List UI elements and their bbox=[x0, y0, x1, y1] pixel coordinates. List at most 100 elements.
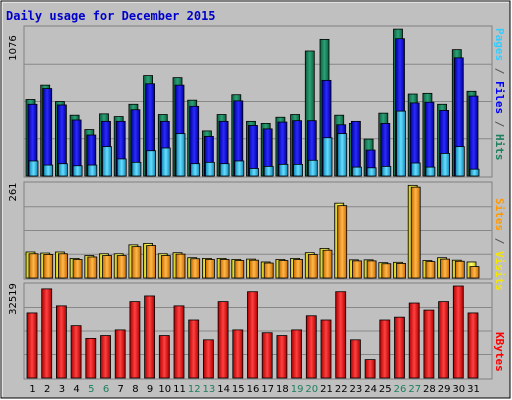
bar-sites-day-1 bbox=[28, 253, 39, 279]
bar-sites-day-10 bbox=[160, 255, 171, 279]
bar-pages-day-15 bbox=[234, 160, 245, 177]
bar-sites-day-6 bbox=[102, 255, 112, 279]
bar-pages-day-17 bbox=[263, 166, 274, 177]
bar-kbytes-day-13 bbox=[202, 339, 214, 379]
day-label-14: 14 bbox=[217, 384, 230, 395]
bar-kbytes-day-3 bbox=[56, 305, 67, 379]
bar-kbytes-day-2 bbox=[41, 288, 53, 379]
bar-pages-day-14 bbox=[219, 163, 230, 177]
day-label-25: 25 bbox=[379, 384, 392, 395]
bar-kbytes-day-11 bbox=[173, 305, 185, 379]
bar-kbytes-day-22 bbox=[335, 291, 347, 379]
bar-sites-day-2 bbox=[43, 254, 54, 279]
day-label-7: 7 bbox=[118, 384, 124, 395]
bar-kbytes-day-25 bbox=[379, 319, 391, 379]
day-label-31: 31 bbox=[467, 384, 480, 395]
day-label-17: 17 bbox=[261, 384, 274, 395]
day-label-12: 12 bbox=[188, 384, 201, 395]
bar-kbytes-day-31 bbox=[467, 312, 479, 379]
bar-sites-day-22 bbox=[337, 205, 348, 279]
visits-ymax-label: 261 bbox=[8, 182, 19, 201]
day-label-18: 18 bbox=[276, 384, 289, 395]
day-label-9: 9 bbox=[147, 384, 153, 395]
day-label-15: 15 bbox=[232, 384, 245, 395]
bar-sites-day-4 bbox=[72, 259, 83, 279]
bar-pages-day-7 bbox=[116, 158, 127, 177]
bar-pages-day-18 bbox=[278, 163, 289, 177]
bar-sites-day-14 bbox=[219, 259, 230, 279]
day-label-16: 16 bbox=[247, 384, 260, 395]
bar-sites-day-30 bbox=[454, 260, 465, 279]
day-label-19: 19 bbox=[291, 384, 304, 395]
bar-pages-day-1 bbox=[28, 160, 39, 177]
bar-pages-day-6 bbox=[102, 146, 112, 177]
bar-sites-day-12 bbox=[190, 258, 201, 279]
bar-pages-day-19 bbox=[293, 163, 304, 177]
day-label-30: 30 bbox=[452, 384, 465, 395]
bar-pages-day-28 bbox=[425, 166, 436, 177]
legend-sep-2: / bbox=[493, 114, 506, 134]
bar-pages-day-9 bbox=[146, 150, 157, 177]
day-label-24: 24 bbox=[364, 384, 377, 395]
bar-files-day-31 bbox=[468, 95, 479, 177]
bar-kbytes-day-18 bbox=[276, 335, 288, 379]
hits-ymax-label: 1076 bbox=[8, 35, 19, 60]
bar-kbytes-day-26 bbox=[394, 316, 405, 379]
bar-kbytes-day-7 bbox=[114, 329, 126, 379]
bar-pages-day-30 bbox=[454, 146, 465, 177]
kbytes-ymax-label: 32519 bbox=[8, 283, 19, 315]
bar-pages-day-24 bbox=[366, 167, 377, 177]
bar-kbytes-day-23 bbox=[349, 339, 361, 379]
bar-files-day-2 bbox=[42, 88, 53, 177]
bar-pages-day-29 bbox=[440, 153, 451, 177]
bar-kbytes-day-27 bbox=[408, 302, 420, 379]
bar-pages-day-16 bbox=[249, 168, 259, 177]
bar-kbytes-day-24 bbox=[364, 359, 376, 379]
bar-kbytes-day-6 bbox=[100, 335, 111, 379]
day-label-21: 21 bbox=[320, 384, 333, 395]
bar-pages-day-20 bbox=[307, 159, 318, 177]
legend-kbytes: KBytes bbox=[493, 332, 506, 372]
day-label-11: 11 bbox=[173, 384, 186, 395]
bar-sites-day-23 bbox=[351, 260, 362, 279]
bar-kbytes-day-12 bbox=[188, 319, 200, 379]
bar-kbytes-day-8 bbox=[129, 301, 141, 379]
day-label-13: 13 bbox=[203, 384, 216, 395]
day-label-8: 8 bbox=[132, 384, 138, 395]
visits-side-legend: Sites / Visits bbox=[493, 198, 506, 291]
day-label-6: 6 bbox=[103, 384, 109, 395]
day-label-27: 27 bbox=[408, 384, 421, 395]
legend-pages: Pages bbox=[493, 28, 506, 61]
bar-sites-day-19 bbox=[293, 259, 304, 279]
bar-pages-day-27 bbox=[410, 162, 421, 177]
legend-hits: Hits bbox=[493, 134, 506, 161]
bar-sites-day-21 bbox=[322, 249, 333, 279]
bar-pages-day-4 bbox=[72, 165, 83, 177]
bar-kbytes-day-29 bbox=[438, 301, 450, 379]
day-label-2: 2 bbox=[44, 384, 50, 395]
bar-kbytes-day-28 bbox=[423, 309, 435, 379]
bars-layer bbox=[25, 28, 480, 379]
day-label-3: 3 bbox=[59, 384, 65, 395]
bar-sites-day-20 bbox=[307, 254, 318, 279]
bar-files-day-28 bbox=[424, 101, 435, 177]
legend-files: Files bbox=[493, 81, 506, 114]
bar-sites-day-15 bbox=[234, 260, 245, 279]
bar-pages-day-2 bbox=[43, 164, 54, 177]
bar-sites-day-3 bbox=[58, 253, 68, 279]
bar-kbytes-day-4 bbox=[70, 325, 82, 379]
bar-sites-day-11 bbox=[175, 253, 186, 279]
bar-kbytes-day-10 bbox=[158, 335, 170, 379]
bar-sites-day-31 bbox=[469, 266, 480, 279]
day-label-4: 4 bbox=[73, 384, 79, 395]
bar-pages-day-21 bbox=[322, 137, 333, 177]
bar-sites-day-13 bbox=[204, 259, 215, 279]
bar-pages-day-25 bbox=[381, 166, 392, 177]
bar-sites-day-5 bbox=[87, 256, 98, 279]
bar-pages-day-10 bbox=[160, 147, 171, 177]
bar-pages-day-11 bbox=[175, 133, 186, 177]
legend-sites: Sites bbox=[493, 198, 506, 231]
legend-visits: Visits bbox=[493, 251, 506, 291]
bar-pages-day-26 bbox=[396, 110, 406, 177]
